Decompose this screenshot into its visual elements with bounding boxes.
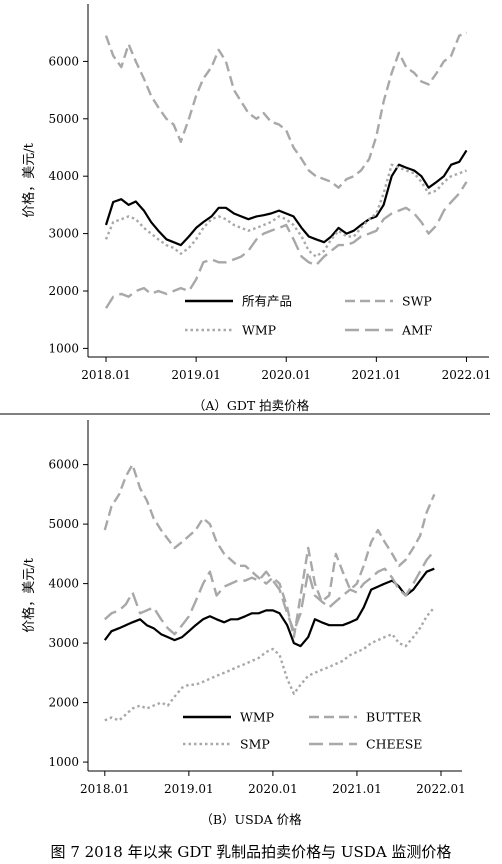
y-tick-label: 2000 (48, 696, 79, 710)
series-line-smp (104, 606, 436, 722)
legend-label-butter: BUTTER (366, 710, 422, 725)
legend-label-swp: SWP (402, 294, 432, 309)
x-tick-label: 2018.01 (81, 368, 131, 382)
x-tick-label: 2022.01 (416, 782, 466, 796)
chart-gdt-prices: 1000 2000 3000 4000 5000 6000 2018.01 2019.01 20… (21, 4, 491, 413)
y-tick-label: 3000 (48, 636, 79, 650)
x-tick-label: 2021.01 (352, 368, 402, 382)
x-tick-label: 2020.01 (248, 782, 298, 796)
y-axis-label: 价格，美元/t (21, 142, 37, 217)
y-tick-label: 1000 (48, 755, 79, 769)
series-line-butter (103, 463, 436, 639)
x-tick-label: 2020.01 (261, 368, 311, 382)
series-line-cheese (103, 550, 436, 636)
series-line-wmp (104, 163, 467, 258)
legend-label-wmp: WMP (242, 323, 276, 338)
series-line-amf (104, 181, 468, 309)
y-tick-label: 2000 (48, 284, 79, 298)
y-tick-label: 3000 (48, 227, 79, 241)
panel-caption: （A）GDT 拍卖价格 (193, 398, 310, 413)
legend-label-smp: SMP (240, 737, 270, 752)
chart-usda-prices: 1000 2000 3000 4000 5000 6000 2018.01 2019.01 20… (21, 420, 466, 827)
series-line-swp (104, 31, 467, 189)
legend-label-series: 所有产品 (242, 294, 292, 309)
series-line-wmp (103, 567, 435, 648)
y-tick-label: 5000 (48, 112, 79, 126)
y-axis-label: 价格，美元/t (21, 557, 37, 632)
panel-caption: （B）USDA 价格 (200, 812, 302, 827)
x-tick-label: 2019.01 (164, 782, 214, 796)
y-tick-label: 5000 (48, 517, 79, 531)
x-tick-label: 2022.01 (442, 368, 492, 382)
x-tick-label: 2019.01 (171, 368, 221, 382)
x-tick-label: 2018.01 (80, 782, 130, 796)
legend-label-wmp: WMP (240, 710, 274, 725)
series-line-series (104, 149, 468, 247)
y-tick-label: 6000 (48, 54, 79, 68)
y-tick-label: 4000 (48, 169, 79, 183)
legend-label-amf: AMF (401, 323, 433, 338)
y-tick-label: 1000 (48, 341, 79, 355)
y-tick-label: 6000 (48, 458, 79, 472)
legend-label-cheese: CHEESE (366, 737, 422, 752)
figure-caption: 图 7 2018 年以来 GDT 乳制品拍卖价格与 USDA 监测价格 (51, 843, 452, 861)
x-tick-label: 2021.01 (332, 782, 382, 796)
y-tick-label: 4000 (48, 577, 79, 591)
